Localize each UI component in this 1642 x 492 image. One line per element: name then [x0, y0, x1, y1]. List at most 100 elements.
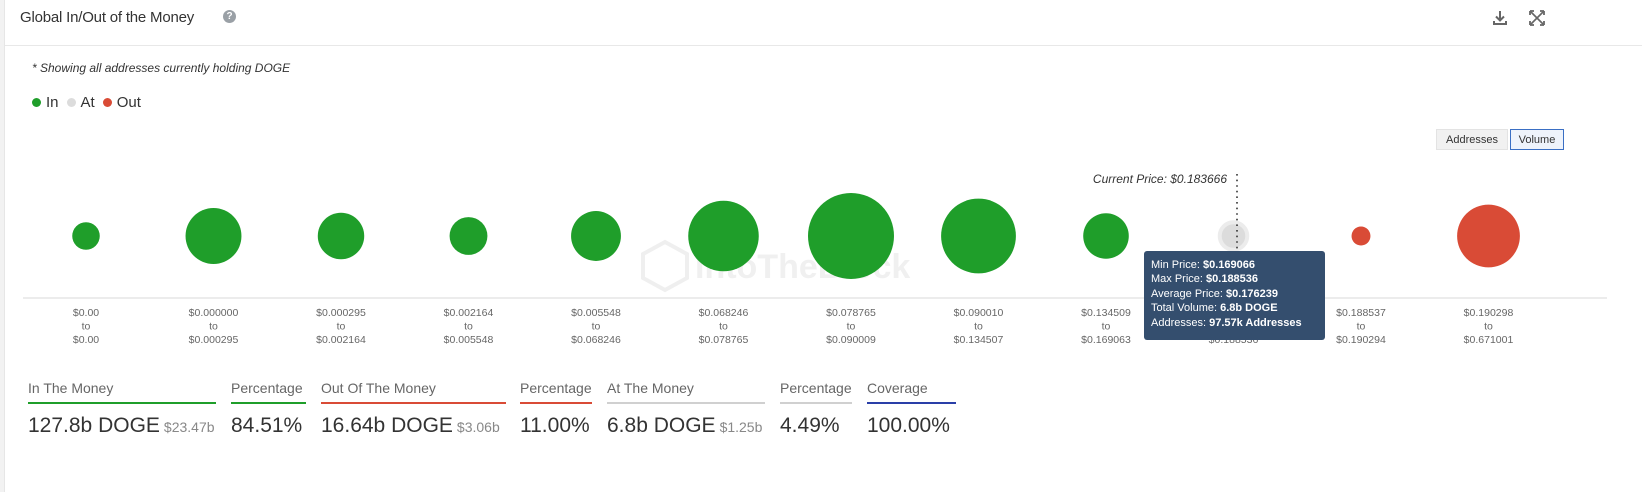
x-tick-label: $0.002164 — [316, 334, 366, 346]
stat-at-the-money: At The Money 6.8b DOGE $1.25b — [607, 380, 765, 438]
x-tick-label-separator: to — [1102, 321, 1111, 333]
card-header: Global In/Out of the Money ? — [5, 0, 1642, 46]
stat-value: 100.00% — [867, 414, 950, 437]
x-tick-label-separator: to — [719, 321, 728, 333]
legend-label-at: At — [80, 94, 95, 111]
x-tick-label: $0.000295 — [189, 334, 239, 346]
stat-label: Percentage — [231, 380, 303, 396]
x-tick-label: $0.00 — [73, 307, 99, 319]
tooltip: Min Price: $0.169066 Max Price: $0.18853… — [1144, 251, 1325, 340]
tooltip-min: Min Price: $0.169066 — [1151, 259, 1255, 271]
stat-value: 16.64b DOGE $3.06b — [321, 414, 500, 437]
bubble-in[interactable] — [72, 222, 100, 250]
x-tick-label: $0.169063 — [1081, 334, 1131, 346]
current-price-label: Current Price: $0.183666 — [1093, 172, 1227, 186]
x-tick-label: $0.000000 — [189, 307, 239, 319]
x-tick-label: $0.005548 — [571, 307, 621, 319]
stat-label: Out Of The Money — [321, 380, 436, 396]
bubble-in[interactable] — [688, 200, 759, 272]
stat-out-of-the-money: Out Of The Money 16.64b DOGE $3.06b — [321, 380, 506, 438]
fullscreen-icon[interactable] — [1528, 9, 1546, 27]
stat-out-percentage: Percentage 11.00% — [520, 380, 592, 438]
legend-label-in: In — [46, 94, 59, 111]
x-tick-label: $0.188537 — [1336, 307, 1386, 319]
x-tick-label-separator: to — [209, 321, 218, 333]
x-tick-label: $0.068246 — [699, 307, 749, 319]
x-tick-label: $0.134507 — [954, 334, 1004, 346]
bubble-in[interactable] — [317, 212, 365, 260]
chart-card: Global In/Out of the Money ? * Showing a… — [4, 0, 1642, 492]
legend-item-out[interactable]: Out — [102, 94, 141, 111]
legend-item-in[interactable]: In — [32, 94, 59, 111]
stat-underline — [520, 402, 592, 404]
bubble-at[interactable] — [1217, 220, 1250, 252]
stat-underline — [867, 402, 956, 404]
tooltip-volume: Total Volume: 6.8b DOGE — [1151, 302, 1278, 315]
x-tick-label: $0.090010 — [954, 307, 1004, 319]
stat-in-the-money: In The Money 127.8b DOGE $23.47b — [28, 380, 216, 438]
bubble-in[interactable] — [185, 208, 242, 264]
x-tick-label: $0.671001 — [1464, 334, 1514, 346]
x-tick-label: $0.190298 — [1464, 307, 1514, 319]
bubble-in[interactable] — [1083, 213, 1129, 259]
tooltip-addresses: Addresses: 97.57k Addresses — [1151, 316, 1302, 329]
stat-in-percentage: Percentage 84.51% — [231, 380, 306, 438]
x-tick-label: $0.00 — [73, 334, 99, 346]
stat-label: Coverage — [867, 380, 928, 396]
legend: In At Out — [32, 94, 149, 111]
x-tick-label-separator: to — [464, 321, 473, 333]
x-tick-label-separator: to — [847, 321, 856, 333]
x-tick-label: $0.090009 — [826, 334, 876, 346]
x-tick-label-separator: to — [337, 321, 346, 333]
stat-coverage: Coverage 100.00% — [867, 380, 956, 438]
bubble-in[interactable] — [808, 193, 894, 279]
holders-note: * Showing all addresses currently holdin… — [32, 61, 291, 75]
bubble-in[interactable] — [571, 211, 621, 261]
help-icon[interactable]: ? — [223, 10, 236, 23]
bubble-out[interactable] — [1351, 226, 1371, 246]
stat-value: 127.8b DOGE $23.47b — [28, 414, 215, 437]
stat-label: Percentage — [520, 380, 592, 396]
x-tick-label: $0.005548 — [444, 334, 494, 346]
stat-underline — [231, 402, 306, 404]
bubble-in[interactable] — [449, 217, 488, 255]
legend-dot-in — [32, 98, 41, 107]
bubble-chart: IntoTheBlock $0.00to$0.00$0.000000to$0.0… — [23, 172, 1607, 346]
tooltip-avg: Average Price: $0.176239 — [1151, 287, 1279, 300]
stat-label: At The Money — [607, 380, 694, 396]
x-tick-label: $0.002164 — [444, 307, 494, 319]
volume-toggle[interactable]: Volume — [1510, 129, 1564, 150]
x-tick-label-separator: to — [1357, 321, 1366, 333]
stat-label: Percentage — [780, 380, 852, 396]
x-tick-label: $0.190294 — [1336, 334, 1386, 346]
x-tick-label-separator: to — [82, 321, 91, 333]
card-title: Global In/Out of the Money — [20, 9, 195, 26]
stat-label: In The Money — [28, 380, 114, 396]
stat-underline — [607, 402, 765, 404]
legend-dot-out — [102, 98, 112, 107]
bubble-in[interactable] — [941, 198, 1016, 274]
stat-underline — [28, 402, 216, 404]
stat-value: 4.49% — [780, 414, 840, 437]
legend-label-out: Out — [116, 94, 141, 111]
x-tick-label-separator: to — [592, 321, 601, 333]
x-tick-label-separator: to — [974, 321, 983, 333]
x-tick-label: $0.078765 — [826, 307, 876, 319]
stat-value: 11.00% — [520, 414, 590, 437]
stat-value: 84.51% — [231, 414, 303, 437]
addresses-toggle[interactable]: Addresses — [1436, 129, 1508, 150]
stat-value: 6.8b DOGE $1.25b — [607, 414, 763, 437]
stat-underline — [780, 402, 852, 404]
x-tick-label: $0.068246 — [571, 334, 621, 346]
tooltip-max: Max Price: $0.188536 — [1151, 273, 1259, 286]
download-icon[interactable] — [1491, 9, 1509, 27]
bubble-out[interactable] — [1457, 204, 1520, 268]
stat-underline — [321, 402, 506, 404]
legend-dot-at — [66, 98, 76, 107]
x-tick-label: $0.000295 — [316, 307, 366, 319]
legend-item-at[interactable]: At — [66, 94, 95, 111]
x-tick-label: $0.134509 — [1081, 307, 1131, 319]
x-tick-label: $0.078765 — [699, 334, 749, 346]
stat-at-percentage: Percentage 4.49% — [780, 380, 852, 438]
x-tick-label-separator: to — [1484, 321, 1493, 333]
